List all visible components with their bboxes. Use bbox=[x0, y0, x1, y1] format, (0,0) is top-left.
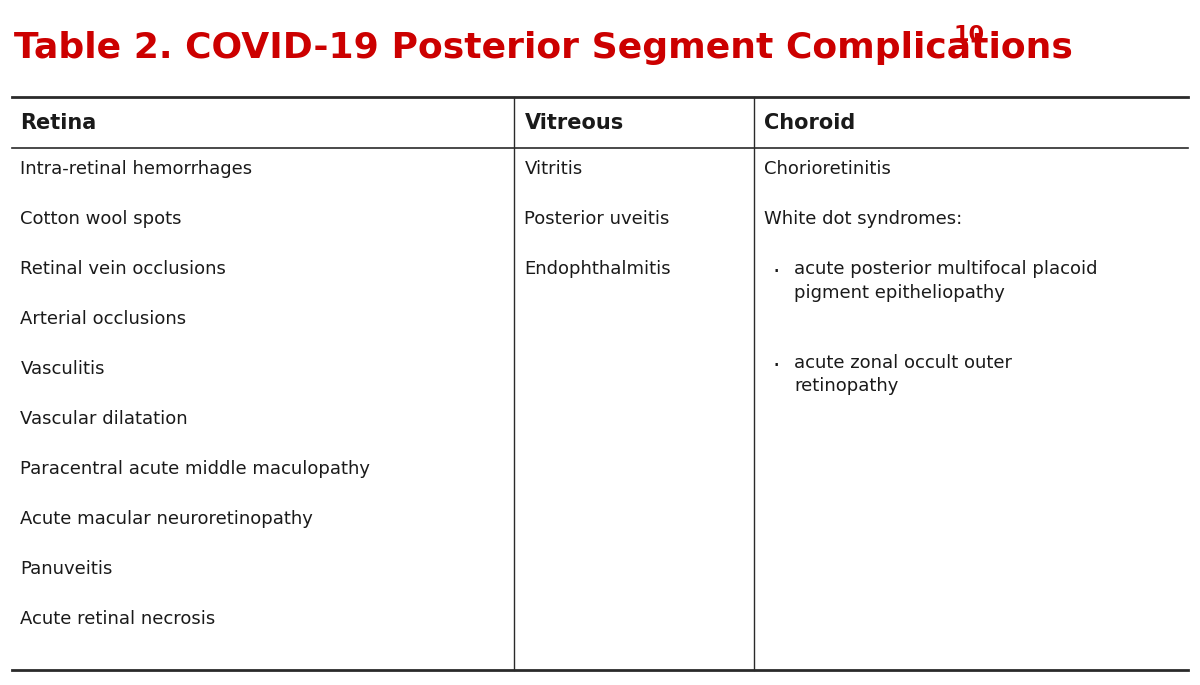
Text: Table 2. COVID-19 Posterior Segment Complications: Table 2. COVID-19 Posterior Segment Comp… bbox=[14, 31, 1073, 65]
Text: Posterior uveitis: Posterior uveitis bbox=[524, 210, 670, 228]
Text: Vascular dilatation: Vascular dilatation bbox=[20, 410, 188, 428]
Text: Acute retinal necrosis: Acute retinal necrosis bbox=[20, 610, 216, 628]
Text: Retinal vein occlusions: Retinal vein occlusions bbox=[20, 260, 227, 278]
Text: Arterial occlusions: Arterial occlusions bbox=[20, 310, 186, 328]
Text: Panuveitis: Panuveitis bbox=[20, 560, 113, 578]
Text: Choroid: Choroid bbox=[764, 112, 856, 133]
Text: Vitritis: Vitritis bbox=[524, 160, 583, 178]
Text: Endophthalmitis: Endophthalmitis bbox=[524, 260, 671, 278]
Text: acute posterior multifocal placoid
pigment epitheliopathy: acute posterior multifocal placoid pigme… bbox=[794, 260, 1098, 302]
Text: Intra-retinal hemorrhages: Intra-retinal hemorrhages bbox=[20, 160, 252, 178]
Text: Chorioretinitis: Chorioretinitis bbox=[764, 160, 892, 178]
Text: Vasculitis: Vasculitis bbox=[20, 360, 104, 378]
Text: Vitreous: Vitreous bbox=[524, 112, 624, 133]
Text: Cotton wool spots: Cotton wool spots bbox=[20, 210, 182, 228]
Text: White dot syndromes:: White dot syndromes: bbox=[764, 210, 962, 228]
Text: acute zonal occult outer
retinopathy: acute zonal occult outer retinopathy bbox=[794, 354, 1013, 395]
Text: Retina: Retina bbox=[20, 112, 97, 133]
Text: Acute macular neuroretinopathy: Acute macular neuroretinopathy bbox=[20, 510, 313, 528]
Text: 10: 10 bbox=[954, 25, 985, 45]
Text: ·: · bbox=[773, 260, 780, 284]
Text: Paracentral acute middle maculopathy: Paracentral acute middle maculopathy bbox=[20, 460, 371, 478]
Text: ·: · bbox=[773, 354, 780, 378]
